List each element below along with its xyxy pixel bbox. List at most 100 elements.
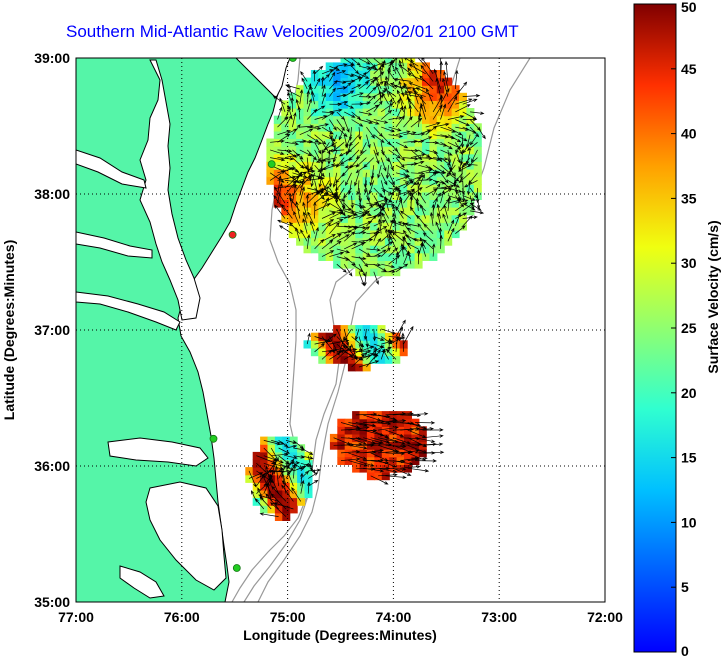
velocity-cell — [392, 92, 401, 101]
velocity-cell — [407, 245, 416, 254]
velocity-vector — [373, 237, 382, 250]
velocity-vector — [340, 422, 361, 429]
velocity-cell — [296, 100, 305, 109]
velocity-cell — [414, 108, 423, 117]
velocity-vector — [274, 204, 286, 219]
velocity-cell — [399, 115, 408, 124]
velocity-cell — [377, 85, 386, 94]
velocity-vector — [292, 464, 296, 479]
velocity-vector — [358, 210, 370, 219]
velocity-vector — [398, 59, 404, 74]
velocity-cell — [407, 108, 416, 117]
velocity-vector — [281, 480, 294, 494]
velocity-cell — [318, 199, 327, 208]
velocity-cell — [333, 355, 342, 364]
velocity-cell — [288, 115, 297, 124]
velocity-vector — [363, 458, 385, 462]
velocity-vector — [358, 343, 364, 358]
velocity-cell — [362, 237, 371, 246]
velocity-vector — [395, 205, 404, 219]
velocity-cell — [297, 474, 306, 483]
velocity-vector — [336, 187, 345, 200]
velocity-cell — [325, 229, 334, 239]
velocity-vector — [299, 124, 315, 129]
velocity-vector — [348, 452, 368, 460]
velocity-vector — [254, 498, 265, 510]
velocity-vector — [355, 149, 367, 160]
velocity-cell — [296, 115, 305, 124]
velocity-cell — [310, 214, 319, 223]
velocity-vector — [338, 126, 345, 141]
velocity-cell — [310, 92, 319, 101]
velocity-vector — [300, 70, 308, 82]
velocity-vector — [358, 195, 363, 210]
velocity-vector — [328, 172, 333, 188]
velocity-cell — [325, 252, 334, 261]
velocity-vector — [373, 187, 384, 198]
velocity-vector — [356, 180, 360, 196]
velocity-vector — [399, 195, 404, 211]
velocity-vector — [270, 502, 287, 517]
velocity-vector — [455, 195, 464, 208]
velocity-vector — [400, 442, 422, 447]
velocity-cell — [281, 207, 290, 216]
velocity-cell — [288, 130, 297, 140]
velocity-cell — [377, 340, 386, 349]
velocity-cell — [466, 130, 475, 140]
velocity-vector — [425, 157, 441, 161]
velocity-vector — [387, 337, 392, 352]
velocity-vector — [300, 470, 310, 479]
velocity-cell — [429, 100, 438, 109]
velocity-vector — [440, 103, 447, 120]
velocity-cell — [436, 77, 445, 86]
velocity-cell — [436, 214, 445, 223]
velocity-vector — [366, 119, 380, 125]
velocity-vector — [406, 227, 419, 235]
velocity-cell — [407, 222, 416, 231]
velocity-cell — [310, 245, 319, 254]
velocity-cell — [325, 92, 334, 101]
velocity-cell — [414, 62, 423, 71]
velocity-vector — [344, 103, 355, 109]
velocity-vector — [443, 70, 449, 90]
velocity-vector — [422, 442, 444, 446]
velocity-vector — [351, 202, 367, 209]
velocity-vector — [388, 247, 399, 257]
velocity-cell — [355, 138, 364, 147]
velocity-vector — [328, 148, 345, 153]
velocity-vector — [314, 203, 331, 212]
velocity-cell — [288, 199, 297, 208]
velocity-cell — [444, 237, 453, 246]
velocity-cell — [392, 355, 401, 364]
velocity-vector — [299, 89, 304, 105]
velocity-cell — [414, 138, 423, 147]
velocity-vector — [373, 343, 385, 349]
velocity-vector — [415, 459, 437, 463]
velocity-cell — [422, 108, 430, 117]
velocity-cell — [414, 207, 423, 216]
velocity-vector — [363, 172, 368, 188]
velocity-cell — [422, 199, 430, 208]
velocity-vector — [407, 250, 412, 265]
velocity-vector — [403, 148, 419, 153]
velocity-vector — [418, 164, 433, 170]
y-axis: 39:00 38:00 37:00 36:00 35:00 Latitude (… — [1, 50, 70, 610]
velocity-vector — [460, 134, 465, 149]
velocity-vector — [349, 157, 360, 169]
velocity-vector — [270, 493, 287, 510]
velocity-cell — [377, 355, 386, 364]
velocity-vector — [312, 69, 317, 82]
velocity-vector — [277, 219, 293, 227]
velocity-cell — [436, 222, 445, 231]
velocity-cell — [347, 325, 356, 334]
velocity-cell — [362, 85, 371, 94]
velocity-cell — [274, 512, 283, 521]
velocity-cell — [392, 214, 401, 223]
velocity-cell — [340, 237, 349, 246]
colorbar-gradient — [633, 3, 677, 653]
velocity-cell — [429, 229, 438, 239]
velocity-cell — [296, 176, 305, 185]
velocity-vector — [383, 87, 397, 97]
velocity-vector — [462, 93, 481, 98]
velocity-vector — [295, 98, 301, 112]
